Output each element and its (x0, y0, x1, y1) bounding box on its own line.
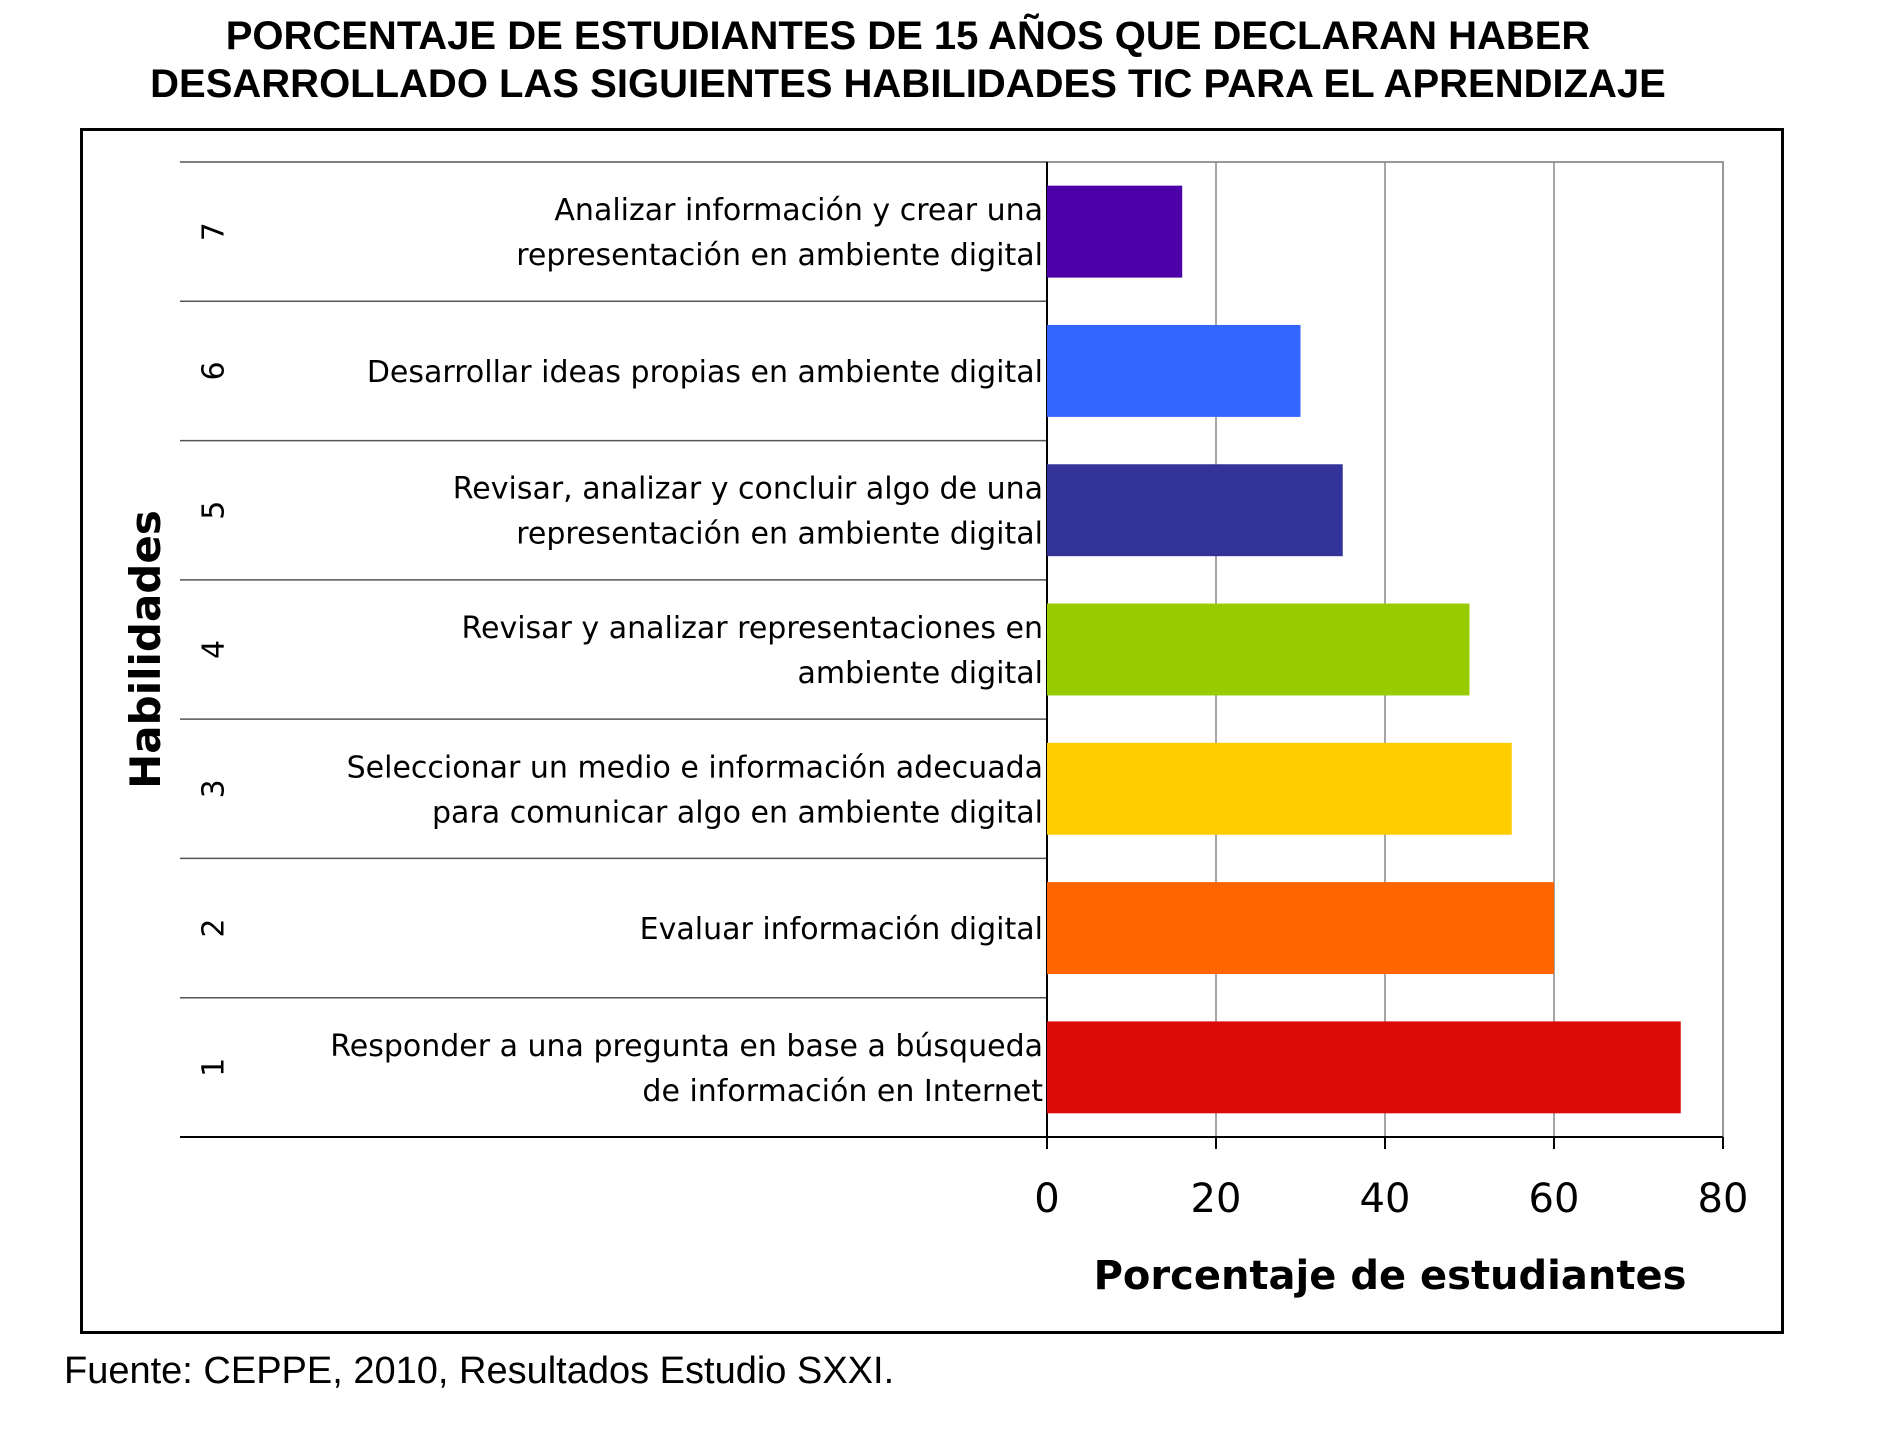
category-label: representación en ambiente digital (516, 517, 1043, 552)
category-label: de información en Internet (642, 1074, 1043, 1109)
bar-6 (1047, 324, 1301, 417)
bar-3 (1047, 742, 1512, 835)
category-label: Responder a una pregunta en base a búsqu… (330, 1029, 1043, 1064)
y-axis-title: Habilidades (121, 510, 170, 789)
chart-title-line-1: PORCENTAJE DE ESTUDIANTES DE 15 AÑOS QUE… (225, 14, 1591, 58)
category-label: Revisar, analizar y concluir algo de una (453, 472, 1043, 507)
category-number: 7 (197, 222, 232, 241)
x-tick-label: 40 (1360, 1176, 1411, 1222)
chart-frame (80, 128, 1784, 1334)
x-tick-label: 60 (1529, 1176, 1580, 1222)
category-label: Analizar información y crear una (554, 193, 1043, 228)
category-number: 1 (197, 1058, 232, 1077)
category-number: 3 (197, 779, 232, 798)
source-note: Fuente: CEPPE, 2010, Resultados Estudio … (64, 1350, 895, 1392)
chart-title-line-2: DESARROLLADO LAS SIGUIENTES HABILIDADES … (150, 62, 1666, 106)
category-number: 6 (197, 361, 232, 380)
x-tick-label: 80 (1698, 1176, 1749, 1222)
category-number: 5 (197, 501, 232, 520)
category-label: Seleccionar un medio e información adecu… (347, 750, 1043, 785)
category-label: para comunicar algo en ambiente digital (432, 795, 1043, 830)
bar-5 (1047, 464, 1343, 557)
bar-4 (1047, 603, 1470, 696)
bar-7 (1047, 185, 1183, 278)
bar-1 (1047, 1021, 1681, 1114)
category-label: representación en ambiente digital (516, 238, 1043, 273)
bar-2 (1047, 882, 1554, 975)
category-label: Evaluar información digital (640, 912, 1043, 947)
chart-title: PORCENTAJE DE ESTUDIANTES DE 15 AÑOS QUE… (0, 12, 1816, 108)
x-tick-label: 0 (1034, 1176, 1059, 1222)
x-axis-title: Porcentaje de estudiantes (1094, 1253, 1687, 1299)
category-number: 2 (197, 919, 232, 938)
category-label: Desarrollar ideas propias en ambiente di… (367, 355, 1043, 390)
category-number: 4 (197, 640, 232, 659)
x-tick-label: 20 (1191, 1176, 1242, 1222)
category-label: ambiente digital (798, 656, 1043, 691)
category-label: Revisar y analizar representaciones en (461, 611, 1043, 646)
